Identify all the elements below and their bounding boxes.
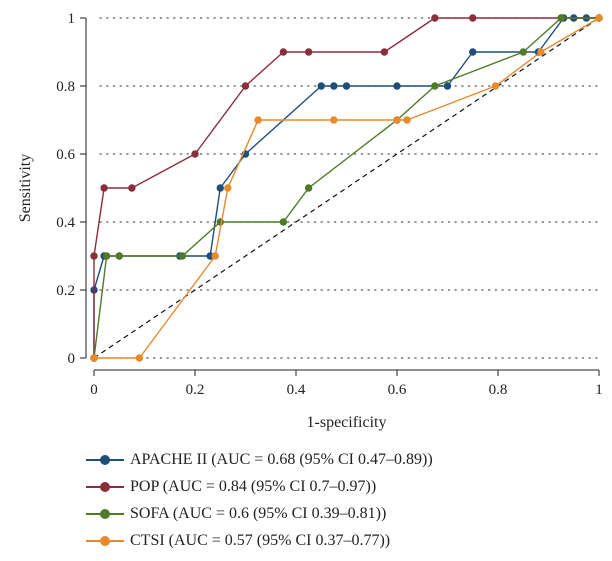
legend-swatch: [86, 535, 124, 547]
legend-marker: [100, 535, 110, 546]
y-axis-title: Sensitivity: [17, 154, 34, 222]
x-tick-label: 0.6: [388, 382, 407, 398]
data-point: [380, 48, 389, 56]
legend-swatch: [86, 454, 124, 466]
series-layer: [90, 14, 603, 362]
data-point: [216, 184, 224, 192]
gridlines: [99, 17, 600, 359]
y-tick-label: 0.2: [56, 283, 75, 299]
data-point: [191, 150, 199, 158]
y-tick-label: 0.8: [56, 79, 75, 95]
data-point: [393, 116, 401, 124]
x-tick-label: 1: [595, 382, 603, 398]
data-point: [178, 252, 187, 260]
data-point: [443, 82, 452, 90]
legend-item: SOFA (AUC = 0.6 (95% CI 0.39–0.81)): [86, 500, 433, 527]
diagonal-reference-line: [93, 17, 600, 359]
data-point: [469, 14, 477, 22]
legend-label: SOFA (AUC = 0.6 (95% CI 0.39–0.81)): [130, 504, 387, 522]
x-tick-label: 0: [90, 382, 98, 398]
data-point: [102, 252, 111, 260]
legend-label: CTSI (AUC = 0.57 (95% CI 0.37–0.77)): [130, 531, 391, 549]
data-point: [90, 354, 98, 362]
data-point: [279, 48, 288, 56]
reference-diagonal: [93, 17, 600, 359]
series-1: [90, 14, 603, 362]
legend: APACHE II (AUC = 0.68 (95% CI 0.47–0.89)…: [86, 446, 433, 554]
x-tick-label: 0.8: [489, 382, 508, 398]
roc-chart: 0 0.2 0.4 0.6 0.8 1 0 0.2 0.4 0.6 0.8 1 1-specifici…: [17, 11, 603, 431]
series-2: [90, 14, 603, 362]
axes: [80, 17, 600, 376]
x-tick-label: 0.2: [186, 382, 205, 398]
y-tick-label: 0.4: [56, 215, 75, 231]
data-point: [537, 48, 545, 56]
data-point: [216, 218, 224, 226]
data-point: [254, 116, 262, 124]
data-point: [330, 82, 338, 90]
data-point: [491, 82, 500, 90]
data-point: [115, 252, 123, 260]
data-point: [330, 116, 338, 124]
legend-swatch: [86, 508, 124, 520]
legend-label: APACHE II (AUC = 0.68 (95% CI 0.47–0.89)…: [130, 450, 433, 468]
data-point: [90, 252, 98, 260]
series-3: [90, 14, 603, 362]
tick-labels: 0 0.2 0.4 0.6 0.8 1 0 0.2 0.4 0.6 0.8 1: [56, 11, 603, 398]
data-point: [304, 48, 313, 56]
legend-marker: [100, 454, 110, 465]
y-tick-label: 1: [68, 11, 76, 27]
legend-marker: [100, 508, 110, 519]
x-axis-title: 1-specificity: [307, 414, 387, 431]
data-point: [100, 184, 108, 192]
data-point: [431, 14, 439, 22]
data-point: [342, 82, 351, 90]
y-tick-label: 0.6: [56, 147, 75, 163]
data-point: [224, 184, 232, 192]
data-point: [279, 218, 288, 226]
y-tick-label: 0: [68, 351, 76, 367]
data-point: [557, 14, 565, 22]
legend-item: APACHE II (AUC = 0.68 (95% CI 0.47–0.89)…: [86, 446, 433, 473]
x-tick-label: 0.4: [287, 382, 306, 398]
data-point: [403, 116, 411, 124]
data-point: [317, 82, 325, 90]
data-point: [128, 184, 136, 192]
legend-item: CTSI (AUC = 0.57 (95% CI 0.37–0.77)): [86, 527, 433, 554]
legend-item: POP (AUC = 0.84 (95% CI 0.7–0.97)): [86, 473, 433, 500]
data-point: [304, 184, 313, 192]
series-4: [90, 14, 603, 362]
legend-label: POP (AUC = 0.84 (95% CI 0.7–0.97)): [130, 477, 377, 495]
data-point: [211, 252, 219, 260]
data-point: [135, 354, 144, 362]
data-point: [431, 82, 439, 90]
legend-swatch: [86, 481, 124, 493]
data-point: [241, 82, 250, 90]
data-point: [393, 82, 401, 90]
data-point: [595, 14, 603, 22]
data-point: [519, 48, 527, 56]
legend-marker: [100, 481, 110, 492]
data-point: [469, 48, 477, 56]
